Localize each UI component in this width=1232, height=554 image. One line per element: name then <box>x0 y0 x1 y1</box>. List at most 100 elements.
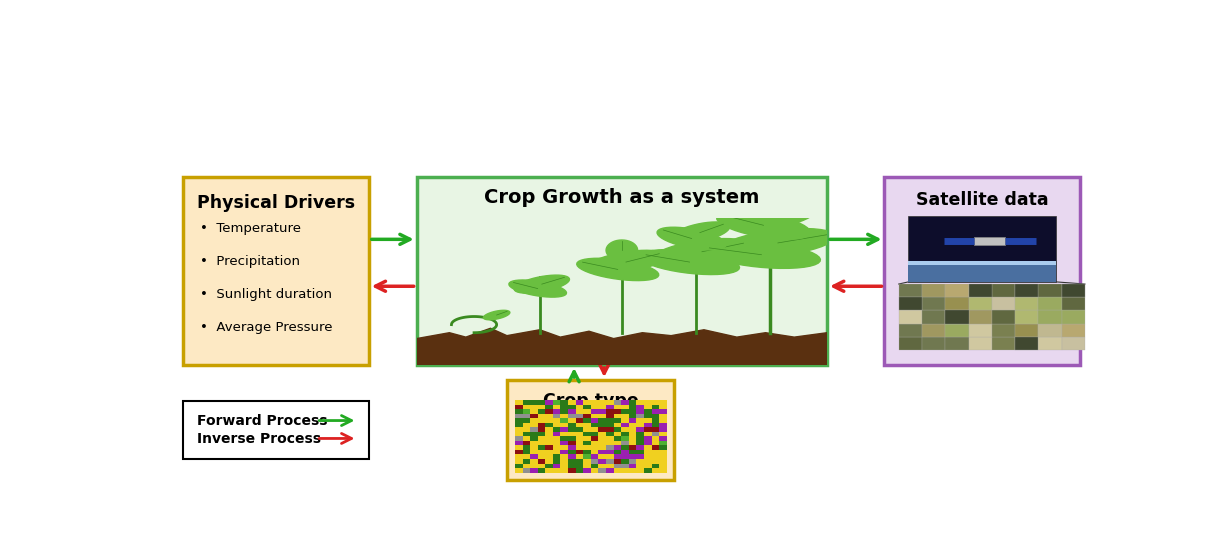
FancyBboxPatch shape <box>945 310 968 324</box>
FancyBboxPatch shape <box>922 337 945 350</box>
FancyBboxPatch shape <box>508 380 674 480</box>
FancyBboxPatch shape <box>515 459 522 464</box>
FancyBboxPatch shape <box>515 454 522 459</box>
FancyBboxPatch shape <box>606 441 614 445</box>
Polygon shape <box>670 222 729 243</box>
FancyBboxPatch shape <box>637 459 644 464</box>
FancyBboxPatch shape <box>575 418 583 423</box>
FancyBboxPatch shape <box>561 450 568 454</box>
FancyBboxPatch shape <box>1039 337 1062 350</box>
FancyBboxPatch shape <box>537 400 546 404</box>
FancyBboxPatch shape <box>644 404 652 409</box>
FancyBboxPatch shape <box>644 437 652 441</box>
FancyBboxPatch shape <box>945 324 968 337</box>
FancyBboxPatch shape <box>614 409 621 414</box>
FancyBboxPatch shape <box>537 468 546 473</box>
FancyBboxPatch shape <box>652 450 659 454</box>
FancyBboxPatch shape <box>553 445 561 450</box>
FancyBboxPatch shape <box>637 414 644 418</box>
FancyBboxPatch shape <box>628 418 637 423</box>
FancyBboxPatch shape <box>908 261 1056 265</box>
FancyBboxPatch shape <box>637 418 644 423</box>
FancyBboxPatch shape <box>537 423 546 427</box>
FancyBboxPatch shape <box>652 400 659 404</box>
Text: Forward Process: Forward Process <box>197 414 328 428</box>
FancyBboxPatch shape <box>922 284 945 297</box>
FancyBboxPatch shape <box>628 445 637 450</box>
FancyBboxPatch shape <box>652 432 659 437</box>
FancyBboxPatch shape <box>575 464 583 468</box>
FancyBboxPatch shape <box>583 427 591 432</box>
FancyBboxPatch shape <box>553 454 561 459</box>
FancyBboxPatch shape <box>659 400 667 404</box>
FancyBboxPatch shape <box>583 459 591 464</box>
FancyBboxPatch shape <box>575 400 583 404</box>
FancyBboxPatch shape <box>968 297 992 310</box>
FancyBboxPatch shape <box>530 409 537 414</box>
FancyBboxPatch shape <box>182 177 368 365</box>
FancyBboxPatch shape <box>530 404 537 409</box>
FancyBboxPatch shape <box>652 418 659 423</box>
FancyBboxPatch shape <box>515 468 522 473</box>
FancyBboxPatch shape <box>561 454 568 459</box>
FancyBboxPatch shape <box>591 441 599 445</box>
FancyBboxPatch shape <box>644 400 652 404</box>
FancyBboxPatch shape <box>522 427 530 432</box>
FancyBboxPatch shape <box>644 445 652 450</box>
FancyBboxPatch shape <box>568 464 575 468</box>
FancyBboxPatch shape <box>583 454 591 459</box>
FancyBboxPatch shape <box>568 450 575 454</box>
FancyBboxPatch shape <box>522 409 530 414</box>
FancyBboxPatch shape <box>537 437 546 441</box>
FancyBboxPatch shape <box>659 437 667 441</box>
FancyBboxPatch shape <box>553 404 561 409</box>
FancyBboxPatch shape <box>644 454 652 459</box>
FancyBboxPatch shape <box>621 437 628 441</box>
FancyBboxPatch shape <box>652 414 659 418</box>
FancyBboxPatch shape <box>591 409 599 414</box>
FancyBboxPatch shape <box>606 409 614 414</box>
FancyBboxPatch shape <box>553 441 561 445</box>
FancyBboxPatch shape <box>599 414 606 418</box>
FancyBboxPatch shape <box>561 423 568 427</box>
FancyBboxPatch shape <box>659 414 667 418</box>
FancyBboxPatch shape <box>575 468 583 473</box>
Polygon shape <box>702 241 821 268</box>
FancyBboxPatch shape <box>628 414 637 418</box>
FancyBboxPatch shape <box>614 414 621 418</box>
FancyBboxPatch shape <box>530 427 537 432</box>
FancyBboxPatch shape <box>568 468 575 473</box>
FancyBboxPatch shape <box>515 400 522 404</box>
FancyBboxPatch shape <box>628 432 637 437</box>
FancyBboxPatch shape <box>922 324 945 337</box>
FancyBboxPatch shape <box>599 450 606 454</box>
FancyBboxPatch shape <box>515 445 522 450</box>
FancyBboxPatch shape <box>522 437 530 441</box>
FancyBboxPatch shape <box>546 437 553 441</box>
FancyBboxPatch shape <box>945 297 968 310</box>
FancyBboxPatch shape <box>575 441 583 445</box>
Polygon shape <box>717 211 811 239</box>
FancyBboxPatch shape <box>614 437 621 441</box>
FancyBboxPatch shape <box>561 459 568 464</box>
Text: Crop type: Crop type <box>543 392 638 410</box>
FancyBboxPatch shape <box>575 437 583 441</box>
FancyBboxPatch shape <box>546 414 553 418</box>
FancyBboxPatch shape <box>652 464 659 468</box>
FancyBboxPatch shape <box>659 454 667 459</box>
FancyBboxPatch shape <box>1015 337 1039 350</box>
FancyBboxPatch shape <box>583 409 591 414</box>
FancyBboxPatch shape <box>628 441 637 445</box>
FancyBboxPatch shape <box>591 437 599 441</box>
FancyBboxPatch shape <box>591 432 599 437</box>
FancyBboxPatch shape <box>561 404 568 409</box>
FancyBboxPatch shape <box>537 445 546 450</box>
FancyBboxPatch shape <box>637 400 644 404</box>
FancyBboxPatch shape <box>599 427 606 432</box>
FancyBboxPatch shape <box>628 450 637 454</box>
FancyBboxPatch shape <box>621 404 628 409</box>
FancyBboxPatch shape <box>621 450 628 454</box>
FancyBboxPatch shape <box>614 432 621 437</box>
FancyBboxPatch shape <box>537 414 546 418</box>
FancyBboxPatch shape <box>637 450 644 454</box>
